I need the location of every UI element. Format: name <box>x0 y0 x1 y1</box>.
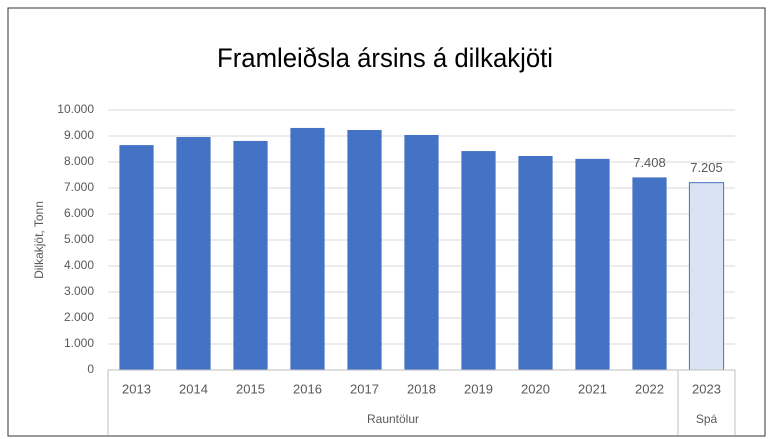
bar <box>176 137 211 370</box>
y-tick-label: 1.000 <box>64 336 94 350</box>
y-tick-label: 0 <box>87 362 94 376</box>
y-axis-label: Dilkakjöt, Tonn <box>32 201 46 279</box>
x-tick-label: 2021 <box>578 381 607 396</box>
x-tick-label: 2013 <box>122 381 151 396</box>
y-tick-label: 7.000 <box>64 180 94 194</box>
bar <box>461 151 496 370</box>
x-tick-label: 2023 <box>692 381 721 396</box>
x-tick-label: 2015 <box>236 381 265 396</box>
x-tick-label: 2017 <box>350 381 379 396</box>
y-tick-label: 2.000 <box>64 310 94 324</box>
bar <box>233 140 268 370</box>
bar <box>518 156 553 370</box>
bar <box>688 182 725 371</box>
y-tick-label: 9.000 <box>64 128 94 142</box>
x-tick-label: 2022 <box>635 381 664 396</box>
group-label: Spá <box>696 412 718 426</box>
data-label: 7.205 <box>690 160 723 175</box>
y-tick-label: 3.000 <box>64 284 94 298</box>
bar <box>119 145 154 370</box>
bar <box>347 130 382 370</box>
y-tick-label: 6.000 <box>64 206 94 220</box>
group-label: Rauntölur <box>367 412 419 426</box>
x-tick-label: 2018 <box>407 381 436 396</box>
y-tick-label: 5.000 <box>64 232 94 246</box>
y-tick-label: 8.000 <box>64 154 94 168</box>
bar <box>290 127 325 370</box>
x-tick-label: 2014 <box>179 381 208 396</box>
y-tick-label: 4.000 <box>64 258 94 272</box>
chart-title: Framleiðsla ársins á dilkakjöti <box>217 43 553 73</box>
x-tick-label: 2016 <box>293 381 322 396</box>
y-tick-label: 10.000 <box>57 102 94 116</box>
x-tick-label: 2020 <box>521 381 550 396</box>
x-tick-label: 2019 <box>464 381 493 396</box>
bar <box>404 134 439 370</box>
data-label: 7.408 <box>633 155 666 170</box>
bar <box>632 177 667 370</box>
bar <box>575 158 610 370</box>
